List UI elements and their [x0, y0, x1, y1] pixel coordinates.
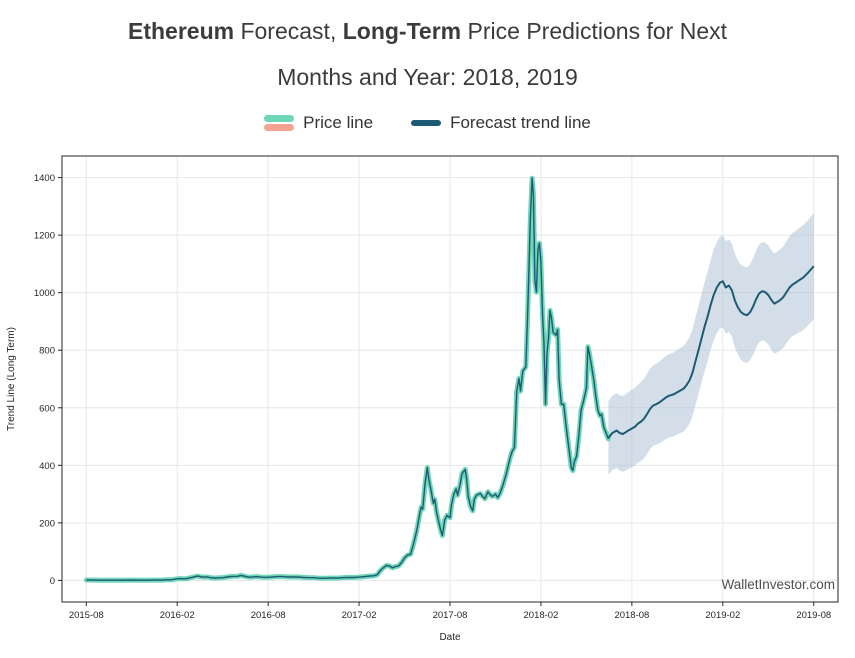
- svg-text:Date: Date: [439, 632, 461, 643]
- svg-text:2018-02: 2018-02: [524, 610, 559, 621]
- svg-text:1200: 1200: [34, 231, 55, 242]
- svg-text:2016-08: 2016-08: [251, 610, 286, 621]
- price-line-swatch-top: [264, 115, 295, 122]
- legend-label-price-line: Price line: [303, 113, 374, 132]
- legend-item-price-line: Price line: [264, 113, 373, 133]
- svg-text:Trend Line (Long Term): Trend Line (Long Term): [6, 327, 17, 431]
- chart-legend: Price line Forecast trend line: [0, 100, 855, 146]
- forecast-chart: 2015-08 2016-02 2016-08 2017-02 2017-08 2018-…: [6, 155, 839, 643]
- title-part-longterm: Long-Term: [342, 18, 462, 44]
- svg-text:200: 200: [39, 518, 55, 529]
- svg-text:600: 600: [39, 403, 55, 414]
- svg-text:400: 400: [39, 461, 55, 472]
- svg-text:1400: 1400: [34, 173, 55, 184]
- title-part-forecast: Forecast,: [234, 18, 343, 44]
- legend-item-forecast-trend-line: Forecast trend line: [411, 113, 591, 133]
- title-part-ethereum: Ethereum: [127, 18, 235, 44]
- price-line-swatch-bottom: [264, 124, 295, 131]
- chart-area: 2015-08 2016-02 2016-08 2017-02 2017-08 2018-…: [0, 146, 855, 652]
- svg-text:1000: 1000: [34, 288, 55, 299]
- watermark: WalletInvestor.com: [721, 577, 835, 592]
- svg-text:2017-02: 2017-02: [342, 610, 377, 621]
- svg-text:2019-08: 2019-08: [796, 610, 831, 621]
- forecast-line-swatch: [411, 120, 442, 126]
- price-line-swatch-icon: [264, 115, 295, 131]
- svg-text:2017-08: 2017-08: [433, 610, 468, 621]
- legend-label-forecast-trend-line: Forecast trend line: [450, 113, 591, 132]
- page-title: Ethereum Forecast, Long-Term Price Predi…: [0, 0, 855, 100]
- svg-text:800: 800: [39, 346, 55, 357]
- svg-text:2015-08: 2015-08: [69, 610, 104, 621]
- svg-text:2016-02: 2016-02: [160, 610, 195, 621]
- title-line2: Months and Year: 2018, 2019: [277, 64, 578, 90]
- svg-text:2018-08: 2018-08: [614, 610, 649, 621]
- svg-text:0: 0: [50, 576, 55, 587]
- title-part-rest: Price Predictions for Next: [461, 18, 728, 44]
- svg-text:2019-02: 2019-02: [705, 610, 740, 621]
